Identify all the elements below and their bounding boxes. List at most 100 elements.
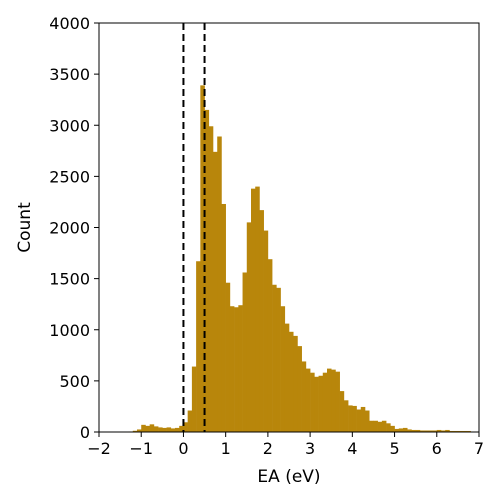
- histogram-bar: [213, 151, 218, 432]
- histogram-bar: [196, 261, 201, 432]
- histogram-bar: [327, 368, 332, 432]
- x-tick-label: −2: [87, 439, 111, 458]
- histogram-bar: [419, 430, 425, 432]
- histogram-bar: [339, 391, 345, 432]
- histogram-bar: [170, 428, 176, 432]
- histogram-bar: [153, 426, 159, 432]
- histogram-bar: [322, 372, 328, 432]
- x-tick-label: 6: [432, 439, 442, 458]
- histogram-bar: [432, 430, 438, 432]
- histogram-bar: [360, 406, 366, 432]
- y-tick-label: 2500: [49, 167, 90, 186]
- histogram-bar: [251, 188, 256, 432]
- histogram-bar: [415, 429, 421, 432]
- histogram-bar: [343, 400, 349, 432]
- x-axis-ticks: −2 −1 0 1 2 3 4 5 6 7: [87, 432, 484, 458]
- histogram-bar: [175, 427, 180, 432]
- histogram-bar: [246, 222, 252, 432]
- histogram-bar: [145, 425, 150, 432]
- histogram-bar: [428, 430, 433, 432]
- histogram-bar: [166, 427, 172, 432]
- histogram-bar: [149, 424, 155, 432]
- histogram-bar: [234, 307, 239, 432]
- histogram-bar: [457, 430, 463, 432]
- histogram-bar: [331, 369, 336, 432]
- histogram-bar: [411, 429, 416, 432]
- y-tick-label: 2000: [49, 219, 90, 238]
- histogram-bar: [386, 423, 391, 432]
- y-tick-label: 500: [59, 372, 90, 391]
- histogram-bar: [289, 331, 294, 432]
- reference-lines: [182, 23, 206, 432]
- histogram-bar: [403, 427, 408, 432]
- histogram-bar: [445, 429, 450, 432]
- histogram-bar: [318, 375, 324, 432]
- x-tick-label: 5: [389, 439, 399, 458]
- histogram-bar: [284, 323, 290, 432]
- x-tick-label: 3: [305, 439, 315, 458]
- histogram-bar: [183, 422, 188, 432]
- histogram-bar: [398, 428, 404, 432]
- histogram-bar: [179, 425, 184, 432]
- histogram-bar: [255, 186, 260, 432]
- histogram-bar: [436, 429, 442, 432]
- histogram-bar: [407, 429, 412, 432]
- histogram-bar: [162, 427, 167, 432]
- histogram-bar: [373, 420, 378, 432]
- histogram-bar: [208, 126, 214, 433]
- y-tick-label: 4000: [49, 14, 90, 33]
- histogram-bar: [200, 85, 205, 432]
- x-tick-label: 1: [221, 439, 231, 458]
- y-tick-label: 3000: [49, 116, 90, 135]
- histogram-bar: [301, 361, 307, 432]
- histogram-bar: [424, 430, 429, 432]
- histogram-bar: [272, 284, 277, 432]
- histogram-bar: [276, 287, 281, 432]
- histogram-bar: [297, 346, 302, 432]
- x-tick-label: 0: [178, 439, 188, 458]
- histogram-bar: [217, 136, 222, 432]
- x-tick-label: 7: [474, 439, 484, 458]
- histogram-bar: [390, 425, 395, 432]
- histogram-bar: [229, 306, 235, 432]
- histogram-bar: [462, 430, 467, 432]
- histogram-bar: [242, 272, 248, 432]
- y-axis-label: Count: [15, 202, 35, 253]
- histogram-bar: [221, 203, 226, 432]
- histogram-bar: [377, 421, 383, 432]
- x-axis-label: EA (eV): [257, 467, 320, 487]
- histogram-bar: [356, 409, 362, 432]
- histogram-bar: [259, 210, 264, 432]
- histogram-bar: [267, 259, 273, 432]
- histogram-bar: [141, 424, 146, 432]
- histogram-bar: [441, 430, 446, 432]
- histogram-bar: [263, 230, 269, 432]
- histogram-bar: [137, 429, 142, 432]
- x-tick-label: −1: [129, 439, 153, 458]
- histogram-bar: [225, 282, 231, 432]
- histogram-bar: [348, 405, 353, 432]
- y-tick-label: 1500: [49, 270, 90, 289]
- histogram-bar: [394, 428, 400, 432]
- histogram-bar: [158, 427, 163, 432]
- histogram-bar: [238, 305, 243, 432]
- histogram-bar: [132, 430, 138, 432]
- x-tick-label: 4: [347, 439, 357, 458]
- histogram-bar: [352, 405, 357, 432]
- y-tick-label: 1000: [49, 321, 90, 340]
- histogram-bar: [449, 430, 454, 432]
- histogram-bar: [280, 306, 286, 432]
- histogram-bars: [128, 85, 480, 433]
- histogram-bar: [466, 430, 471, 432]
- histogram-bar: [187, 410, 193, 432]
- y-tick-label: 3500: [49, 65, 90, 84]
- histogram-bar: [381, 420, 387, 432]
- histogram-bar: [293, 335, 298, 432]
- y-axis-ticks: 0 500 1000 1500 2000 2500 3000 3500 4000: [49, 14, 99, 442]
- histogram-bar: [314, 376, 319, 432]
- histogram-bar: [191, 366, 197, 432]
- histogram-bar: [335, 371, 340, 432]
- histogram-bar: [310, 372, 315, 432]
- histogram-bar: [369, 420, 374, 432]
